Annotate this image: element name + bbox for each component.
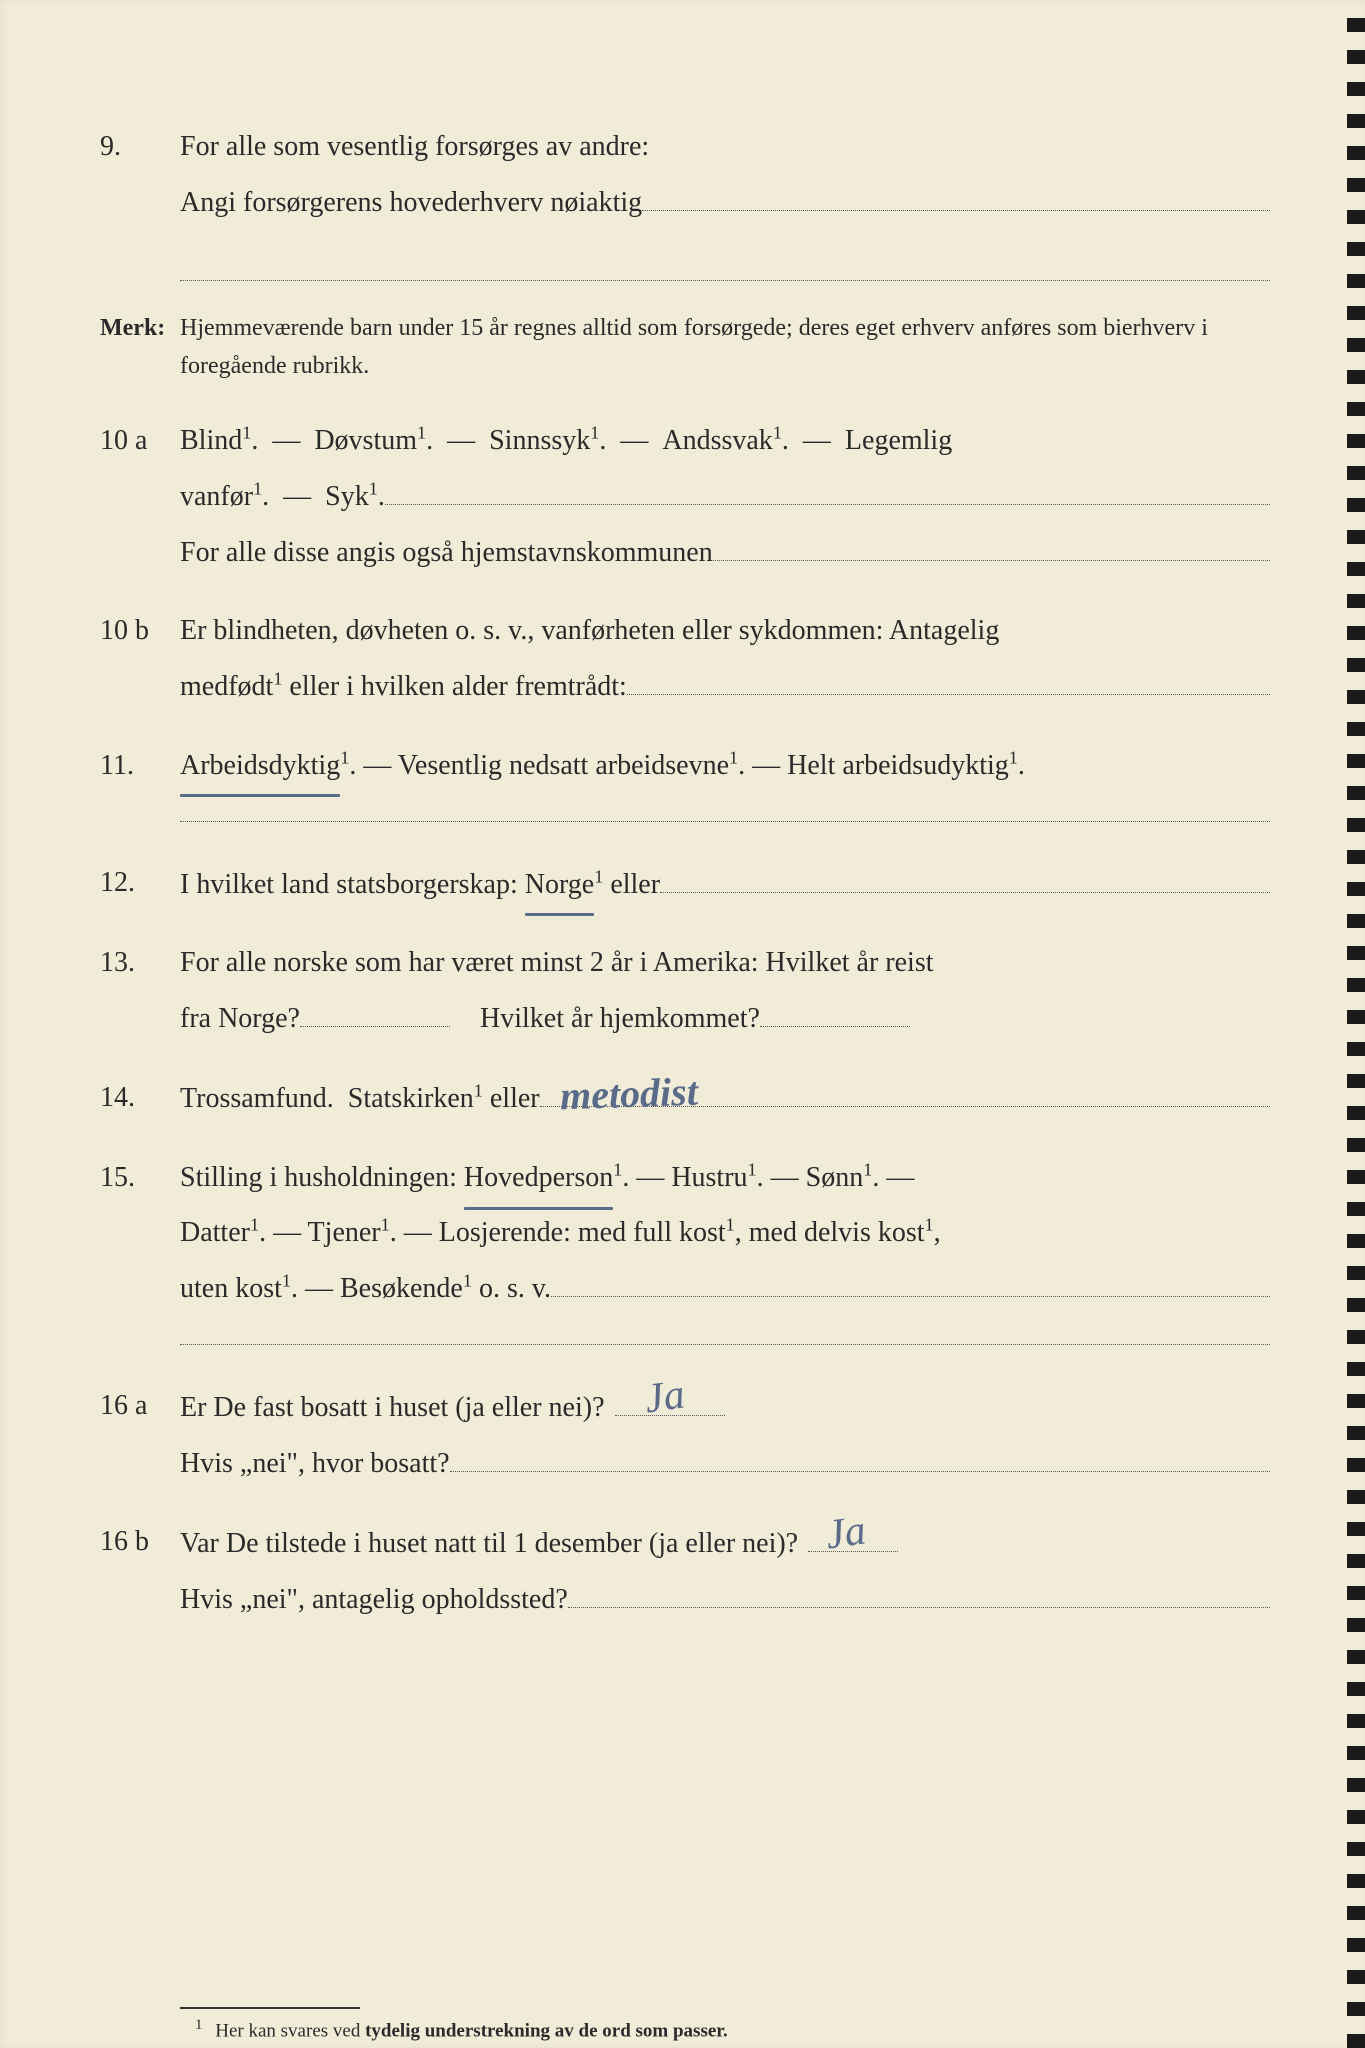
- q16b-number: 16 b: [100, 1515, 180, 1627]
- q14-body: Trossamfund. Statskirken1 eller metodist: [180, 1071, 1270, 1127]
- q16b-line2: Hvis „nei", antagelig opholdssted?: [180, 1573, 568, 1628]
- q10b-fill: [627, 659, 1270, 695]
- q9-fill: [642, 175, 1270, 211]
- q10a-number: 10 a: [100, 414, 180, 581]
- q13-line2a: fra Norge?: [180, 992, 300, 1047]
- q16a-body: Er De fast bosatt i huset (ja eller nei)…: [180, 1379, 1270, 1491]
- q11-selected-arbeidsdyktig: Arbeidsdyktig: [180, 739, 340, 794]
- q12-body: I hvilket land statsborgerskap: Norge 1 …: [180, 856, 1270, 912]
- q16a-line2: Hvis „nei", hvor bosatt?: [180, 1437, 450, 1492]
- divider-1: [180, 821, 1270, 822]
- q15-body: Stilling i husholdningen: Hovedperson1. …: [180, 1151, 1270, 1316]
- q12-text-a: I hvilket land statsborgerskap:: [180, 858, 518, 913]
- q15-text-b-cont: Datter1. — Tjener1. — Losjerende: med fu…: [180, 1206, 1270, 1261]
- footnote-text-a: Her kan svares ved: [215, 2020, 365, 2041]
- q10b-text-1: Er blindheten, døvheten o. s. v., vanfør…: [180, 615, 999, 646]
- perforation-edge: [1347, 0, 1365, 2048]
- q16a-handwritten-answer: Ja: [639, 1355, 690, 1442]
- question-11: 11. Arbeidsdyktig1. — Vesentlig nedsatt …: [100, 739, 1270, 794]
- q16b-fill: Ja: [808, 1515, 898, 1551]
- q10b-text-2: medfødt1 eller i hvilken alder fremtrådt…: [180, 660, 627, 715]
- q11-rest: 1. — Vesentlig nedsatt arbeidsevne1. — H…: [340, 750, 1025, 781]
- q15-number: 15.: [100, 1151, 180, 1316]
- question-12: 12. I hvilket land statsborgerskap: Norg…: [100, 856, 1270, 912]
- footnote-mark: 1: [195, 2017, 203, 2033]
- question-10a: 10 a Blind1. — Døvstum1. — Sinnssyk1. — …: [100, 414, 1270, 581]
- q15-text-b-start: 1. — Hustru1. — Sønn1. —: [613, 1162, 914, 1193]
- q9-blank: [180, 231, 1270, 285]
- q9-fill2: [180, 231, 1270, 281]
- q16a-number: 16 a: [100, 1379, 180, 1491]
- q16b-body: Var De tilstede i huset natt til 1 desem…: [180, 1515, 1270, 1627]
- q15-text-a: Stilling i husholdningen:: [180, 1162, 464, 1193]
- q16b-handwritten-answer: Ja: [821, 1491, 872, 1578]
- q9-body: For alle som vesentlig forsørges av andr…: [180, 120, 1270, 285]
- q10b-number: 10 b: [100, 604, 180, 715]
- q15-text-b-end: uten kost1. — Besøkende1 o. s. v.: [180, 1262, 551, 1317]
- footnote: 1 Her kan svares ved tydelig understrekn…: [195, 2017, 1270, 2042]
- q13-fill-b: [760, 991, 910, 1027]
- q10a-option-blind: Blind1. — Døvstum1. — Sinnssyk1. — Andss…: [180, 414, 952, 469]
- q9-line2-wrap: Angi forsørgerens hovederhverv nøiaktig: [180, 175, 1270, 231]
- question-9: 9. For alle som vesentlig forsørges av a…: [100, 120, 1270, 285]
- q14-text: Trossamfund. Statskirken1 eller: [180, 1072, 540, 1127]
- q9-line1: For alle som vesentlig forsørges av andr…: [180, 120, 1270, 175]
- q12-fill: [660, 856, 1270, 892]
- q10a-fill: [385, 468, 1270, 504]
- question-16a: 16 a Er De fast bosatt i huset (ja eller…: [100, 1379, 1270, 1491]
- q15-selected-hovedperson: Hovedperson: [464, 1151, 613, 1206]
- q13-number: 13.: [100, 936, 180, 1047]
- q16a-fill: Ja: [615, 1379, 725, 1415]
- q14-fill: metodist: [540, 1071, 1270, 1107]
- q11-body: Arbeidsdyktig1. — Vesentlig nedsatt arbe…: [180, 739, 1270, 794]
- merk-label: Merk:: [100, 309, 180, 386]
- q9-number: 9.: [100, 120, 180, 285]
- q13-line1: For alle norske som har været minst 2 år…: [180, 936, 1270, 991]
- q13-line2b: Hvilket år hjemkommet?: [480, 992, 760, 1047]
- q10b-body: Er blindheten, døvheten o. s. v., vanfør…: [180, 604, 1270, 715]
- q12-number: 12.: [100, 856, 180, 912]
- q13-body: For alle norske som har været minst 2 år…: [180, 936, 1270, 1047]
- q10a-body: Blind1. — Døvstum1. — Sinnssyk1. — Andss…: [180, 414, 1270, 581]
- q16a-line1: Er De fast bosatt i huset (ja eller nei)…: [180, 1381, 605, 1436]
- q10a-line2: For alle disse angis også hjemstavnskomm…: [180, 526, 713, 581]
- question-10b: 10 b Er blindheten, døvheten o. s. v., v…: [100, 604, 1270, 715]
- q16a-fill2: [450, 1435, 1270, 1471]
- q16b-line1: Var De tilstede i huset natt til 1 desem…: [180, 1517, 798, 1572]
- question-14: 14. Trossamfund. Statskirken1 eller meto…: [100, 1071, 1270, 1127]
- q12-text-b: 1 eller: [594, 858, 660, 913]
- merk-note: Merk: Hjemmeværende barn under 15 år reg…: [100, 309, 1270, 386]
- q13-fill-a: [300, 991, 450, 1027]
- document-page: 9. For alle som vesentlig forsørges av a…: [0, 0, 1365, 2048]
- question-16b: 16 b Var De tilstede i huset natt til 1 …: [100, 1515, 1270, 1627]
- divider-2: [180, 1344, 1270, 1345]
- question-13: 13. For alle norske som har været minst …: [100, 936, 1270, 1047]
- q10a-option-vanfor: vanfør1. — Syk1.: [180, 470, 385, 525]
- question-15: 15. Stilling i husholdningen: Hovedperso…: [100, 1151, 1270, 1316]
- q11-number: 11.: [100, 739, 180, 794]
- footnote-rule: [180, 2007, 360, 2009]
- q15-fill: [551, 1260, 1270, 1296]
- q12-selected-norge: Norge: [525, 858, 594, 913]
- q16b-fill2: [568, 1571, 1270, 1607]
- merk-body: Hjemmeværende barn under 15 år regnes al…: [180, 309, 1270, 386]
- q14-handwritten-answer: metodist: [558, 1053, 698, 1136]
- footnote-text-b: tydelig understrekning av de ord som pas…: [365, 2020, 728, 2041]
- q9-line2: Angi forsørgerens hovederhverv nøiaktig: [180, 176, 642, 231]
- q10a-fill2: [713, 524, 1270, 560]
- q14-number: 14.: [100, 1071, 180, 1127]
